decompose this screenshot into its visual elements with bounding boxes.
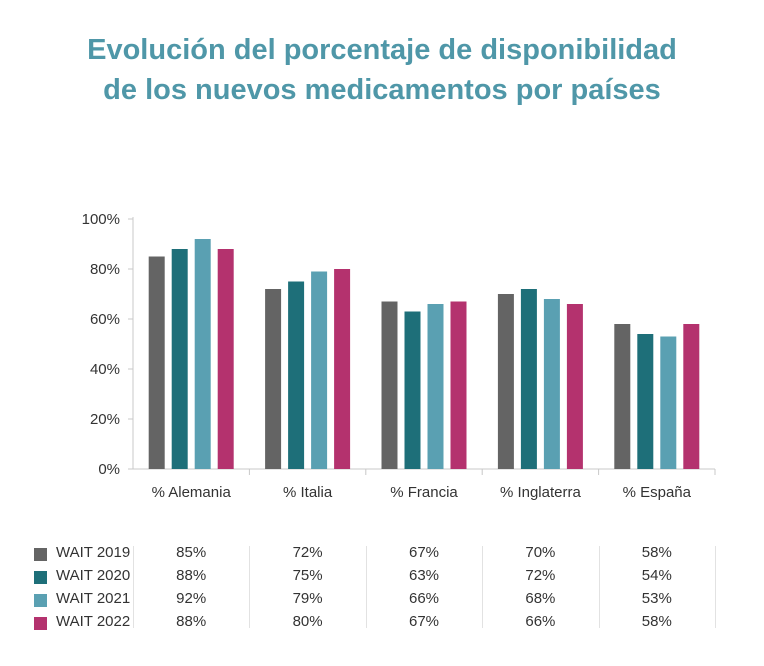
chart-title-line-2: de los nuevos medicamentos por países <box>103 74 661 106</box>
bar <box>683 324 700 469</box>
legend-swatch <box>34 548 47 561</box>
data-table-cell: 88% <box>176 613 207 630</box>
legend-swatch <box>34 571 47 584</box>
data-table-divider <box>482 546 484 628</box>
legend-series-name: WAIT 2020 <box>56 567 131 584</box>
bar <box>450 301 467 469</box>
bar <box>660 336 677 469</box>
data-table-cell: 79% <box>292 590 323 607</box>
data-table-cell: 67% <box>408 544 440 561</box>
y-tick-label: 0% <box>98 461 120 478</box>
y-tick-label: 40% <box>90 361 120 378</box>
data-table-cell: 75% <box>292 567 323 584</box>
data-table-cell: 72% <box>292 544 323 561</box>
data-table-cell: 66% <box>408 590 440 607</box>
y-tick-label: 80% <box>90 261 120 278</box>
bar <box>217 249 234 469</box>
bar <box>334 269 351 469</box>
bar <box>566 304 583 469</box>
legend-series-name: WAIT 2019 <box>56 544 131 561</box>
y-tick-label: 100% <box>82 211 120 228</box>
chart-title-line-1: Evolución del porcentaje de disponibilid… <box>87 34 677 66</box>
data-table-cell: 80% <box>292 613 323 630</box>
bar-chart: 0% 20% 40% 60% 80% 100% % Alemania % Italia % Fr… <box>82 211 716 501</box>
data-table-divider <box>598 546 600 628</box>
data-table-row: WAIT 2022 88% 80% 67% 66% 58% <box>0 612 764 635</box>
chart-title: Evolución del porcentaje de disponibilid… <box>0 30 764 110</box>
data-table-cell: 63% <box>408 567 440 584</box>
bar <box>265 289 282 469</box>
bar <box>543 299 560 469</box>
data-table-cell: 68% <box>525 590 556 607</box>
y-tick-label: 20% <box>90 411 120 428</box>
data-table-divider <box>715 546 716 628</box>
bar <box>194 239 211 469</box>
data-table: WAIT 2019 85% 72% 67% 70% 58% WAIT 2020 88% 75% 6… <box>0 540 764 632</box>
data-table-divider <box>249 546 251 628</box>
x-tick-label: % Inglaterra <box>500 484 582 501</box>
data-table-row: WAIT 2020 88% 75% 63% 72% 54% <box>0 566 764 589</box>
data-table-cell: 70% <box>525 544 556 561</box>
bar <box>427 304 444 469</box>
x-tick-label: % Alemania <box>152 484 232 501</box>
bar <box>381 301 398 469</box>
bar <box>171 249 188 469</box>
bar <box>520 289 537 469</box>
data-table-cell: 66% <box>525 613 556 630</box>
data-table-row: WAIT 2021 92% 79% 66% 68% 53% <box>0 589 764 612</box>
data-table-cell: 72% <box>525 567 556 584</box>
bar <box>288 281 305 469</box>
bar <box>497 294 514 469</box>
data-table-row: WAIT 2019 85% 72% 67% 70% 58% <box>0 543 764 566</box>
data-table-divider <box>133 546 134 628</box>
x-tick-label: % Francia <box>390 484 458 501</box>
bar <box>637 334 654 469</box>
data-table-cell: 67% <box>408 613 440 630</box>
y-tick-label: 60% <box>90 311 120 328</box>
bar <box>404 311 421 469</box>
legend-swatch <box>34 617 47 630</box>
legend-swatch <box>34 594 47 607</box>
data-table-cell: 85% <box>176 544 207 561</box>
data-table-cell: 58% <box>641 613 672 630</box>
bar <box>311 271 328 469</box>
data-table-cell: 54% <box>641 567 672 584</box>
data-table-cell: 58% <box>641 544 672 561</box>
data-table-cell: 88% <box>176 567 207 584</box>
legend-series-name: WAIT 2021 <box>56 590 131 607</box>
data-table-cell: 53% <box>641 590 672 607</box>
bar <box>148 256 165 469</box>
data-table-divider <box>365 546 367 628</box>
x-tick-label: % Italia <box>283 484 333 501</box>
bar <box>614 324 631 469</box>
x-tick-label: % España <box>623 484 692 501</box>
legend-series-name: WAIT 2022 <box>56 613 131 630</box>
data-table-cell: 92% <box>176 590 207 607</box>
